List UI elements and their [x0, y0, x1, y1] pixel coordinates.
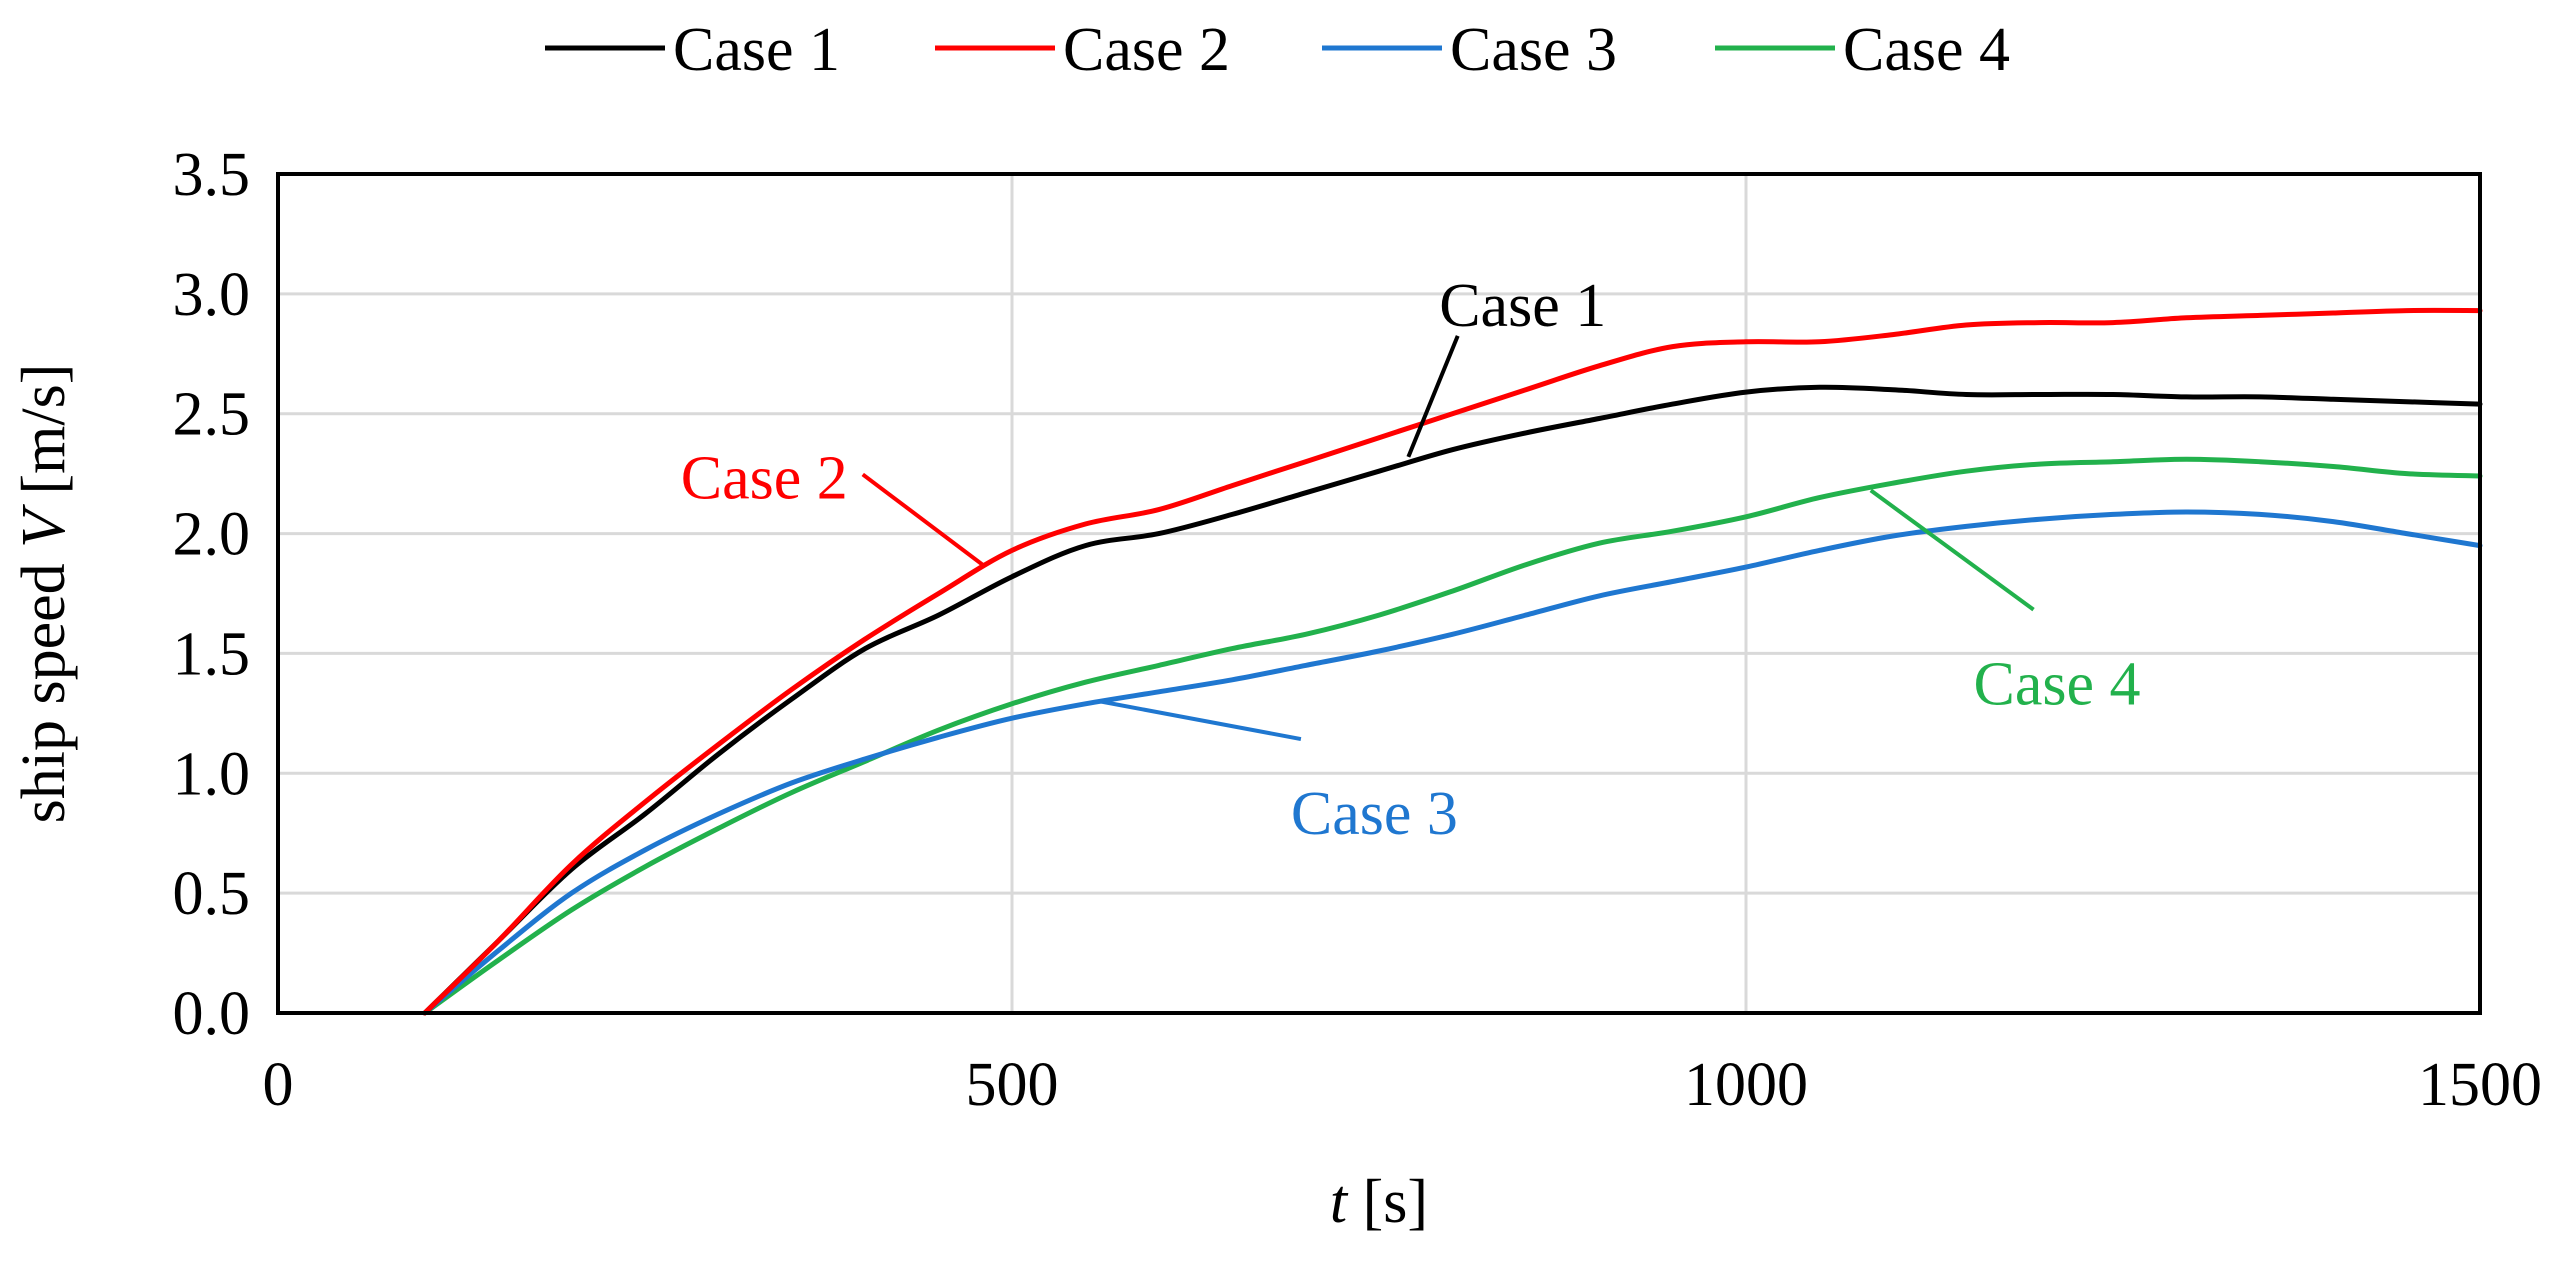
y-tick-label: 3.5	[173, 141, 251, 209]
annotation-label-case-2: Case 2	[681, 444, 848, 512]
y-tick-label: 0.0	[173, 980, 251, 1048]
y-tick-label: 2.0	[173, 501, 251, 569]
series-line-case-4	[422, 456, 2483, 1016]
y-tick-label: 1.5	[173, 620, 251, 688]
y-tick-label: 1.0	[173, 740, 251, 808]
x-tick-label: 1000	[1684, 1051, 1808, 1119]
x-tick-label: 0	[263, 1051, 294, 1119]
x-tick-label: 1500	[2418, 1051, 2542, 1119]
annotation-leader-case-3	[1099, 699, 1302, 742]
x-axis-title-unit: [s]	[1347, 1168, 1428, 1236]
legend-label-case-2: Case 2	[1063, 16, 1230, 84]
annotation-label-case-1: Case 1	[1439, 272, 1606, 340]
y-axis-title-unit: [m/s]	[10, 364, 78, 510]
y-tick-label: 0.5	[173, 860, 251, 928]
annotation-leader-case-1	[1406, 335, 1460, 458]
y-axis-title-prefix: ship speed	[10, 548, 78, 824]
series-line-case-3	[422, 509, 2483, 1016]
plot-frame	[276, 172, 2482, 1015]
annotation-leader-case-2	[861, 472, 984, 567]
legend-label-case-1: Case 1	[673, 16, 840, 84]
legend-label-case-4: Case 4	[1843, 16, 2010, 84]
annotation-label-case-4: Case 4	[1974, 651, 2141, 719]
x-tick-label: 500	[966, 1051, 1059, 1119]
y-axis-title: ship speed V [m/s]	[10, 364, 78, 824]
annotation-leader-case-4	[1869, 488, 2035, 612]
series-line-case-1	[422, 384, 2483, 1016]
y-tick-label: 3.0	[173, 261, 251, 329]
x-axis-title: t [s]	[1330, 1168, 1428, 1236]
legend-label-case-3: Case 3	[1450, 16, 1617, 84]
y-axis-title-italic: V	[10, 504, 78, 548]
y-tick-label: 2.5	[173, 381, 251, 449]
annotation-label-case-3: Case 3	[1291, 780, 1458, 848]
series-line-case-2	[422, 307, 2483, 1016]
x-axis-title-italic: t	[1330, 1168, 1349, 1236]
